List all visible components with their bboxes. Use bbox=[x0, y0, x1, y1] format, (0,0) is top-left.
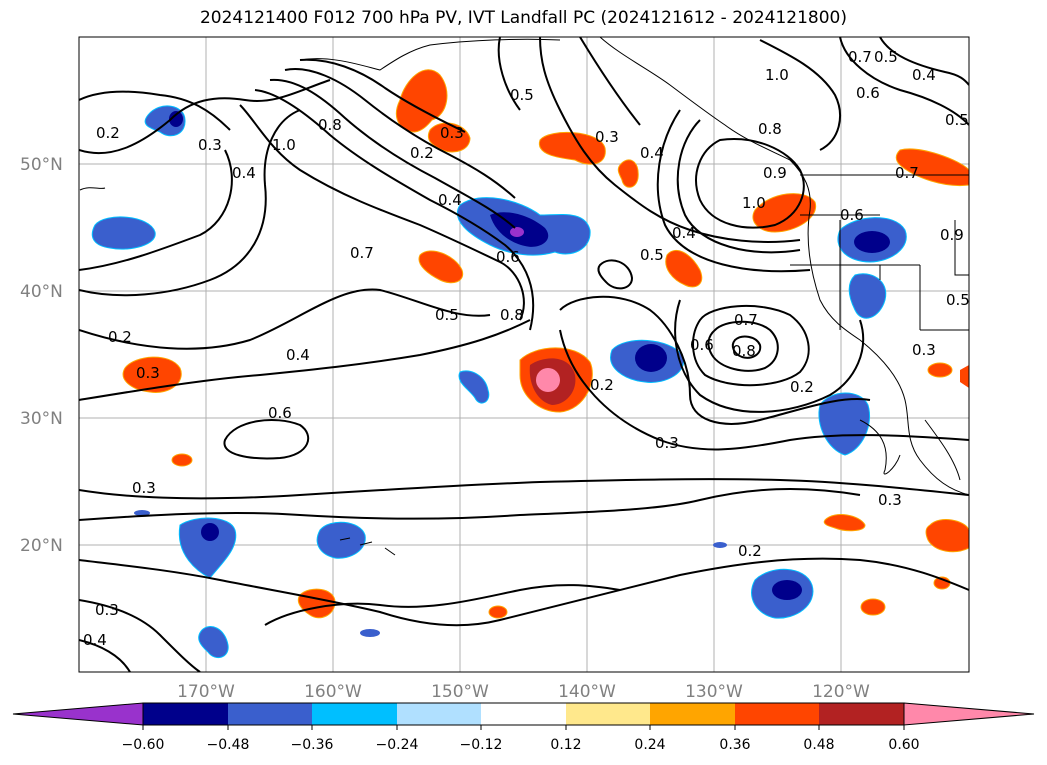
contour-label: 0.2 bbox=[108, 328, 132, 346]
contour-label: 0.8 bbox=[318, 116, 342, 134]
colorbar-swatch bbox=[566, 703, 650, 725]
contour-label: 0.2 bbox=[790, 378, 814, 396]
contour-label: 0.6 bbox=[690, 336, 714, 354]
plot-frame bbox=[78, 36, 970, 673]
contour-label: 1.0 bbox=[765, 66, 789, 84]
contour-label: 0.9 bbox=[763, 164, 787, 182]
contour-label: 0.5 bbox=[874, 48, 898, 66]
lon-label: 120°W bbox=[812, 682, 870, 702]
contour-label: 0.3 bbox=[440, 124, 464, 142]
colorbar-tick-label: −0.36 bbox=[291, 737, 334, 753]
contour-label: 0.8 bbox=[500, 306, 524, 324]
colorbar-swatch bbox=[143, 703, 228, 725]
map-title: 2024121400 F012 700 hPa PV, IVT Landfall… bbox=[199, 8, 847, 28]
contour-label: 0.3 bbox=[912, 341, 936, 359]
contour-label: 0.3 bbox=[655, 434, 679, 452]
lat-label: 30°N bbox=[20, 409, 63, 429]
colorbar-swatch bbox=[397, 703, 481, 725]
colorbar-tick-label: −0.24 bbox=[376, 737, 419, 753]
longitude-labels: 170°W 160°W 150°W 140°W 130°W 120°W bbox=[177, 682, 870, 702]
map-area: 0.2 0.3 0.4 1.0 0.8 0.2 0.3 0.4 0.5 0.7 … bbox=[79, 37, 970, 672]
lon-label: 170°W bbox=[177, 682, 235, 702]
colorbar-tick-label: 0.36 bbox=[719, 737, 750, 753]
contour-label: 0.5 bbox=[435, 306, 459, 324]
contour-label: 0.4 bbox=[640, 144, 664, 162]
contour-label: 0.6 bbox=[268, 404, 292, 422]
contour-label: 1.0 bbox=[272, 136, 296, 154]
contour-label: 0.5 bbox=[640, 246, 664, 264]
lat-label: 40°N bbox=[20, 282, 63, 302]
contour-label: 0.5 bbox=[510, 86, 534, 104]
colorbar-swatch bbox=[650, 703, 735, 725]
lat-label: 20°N bbox=[20, 536, 63, 556]
contour-label: 0.5 bbox=[946, 291, 970, 309]
contour-label: 0.7 bbox=[895, 164, 919, 182]
lat-label: 50°N bbox=[20, 155, 63, 175]
pc-negative-shading bbox=[91, 105, 907, 659]
coastlines bbox=[79, 37, 969, 556]
pv-contours bbox=[79, 37, 969, 672]
contour-label: 0.7 bbox=[350, 244, 374, 262]
colorbar-outline bbox=[142, 702, 905, 726]
colorbar-tick-label: −0.60 bbox=[122, 737, 165, 753]
contour-label: 0.5 bbox=[945, 111, 969, 129]
colorbar: −0.60 −0.48 −0.36 −0.24 −0.12 0.12 0.24 … bbox=[12, 702, 1035, 753]
colorbar-tick-label: −0.48 bbox=[207, 737, 250, 753]
colorbar-swatch bbox=[481, 703, 566, 725]
graticule bbox=[79, 37, 969, 672]
lon-label: 140°W bbox=[558, 682, 616, 702]
latitude-labels: 50°N 40°N 30°N 20°N bbox=[20, 155, 63, 556]
contour-label: 0.6 bbox=[856, 84, 880, 102]
contour-label: 1.0 bbox=[742, 194, 766, 212]
contour-labels: 0.2 0.3 0.4 1.0 0.8 0.2 0.3 0.4 0.5 0.7 … bbox=[83, 48, 970, 649]
contour-label: 0.4 bbox=[912, 66, 936, 84]
contour-label: 0.6 bbox=[496, 248, 520, 266]
colorbar-swatch bbox=[735, 703, 819, 725]
contour-label: 0.3 bbox=[132, 479, 156, 497]
contour-label: 0.2 bbox=[738, 542, 762, 560]
colorbar-swatch bbox=[228, 703, 312, 725]
contour-label: 0.8 bbox=[758, 120, 782, 138]
contour-label: 0.3 bbox=[595, 128, 619, 146]
colorbar-swatch bbox=[819, 703, 904, 725]
contour-label: 0.2 bbox=[96, 124, 120, 142]
contour-label: 0.3 bbox=[878, 491, 902, 509]
contour-label: 0.2 bbox=[590, 376, 614, 394]
colorbar-swatch bbox=[312, 703, 397, 725]
contour-label: 0.4 bbox=[672, 224, 696, 242]
contour-label: 0.6 bbox=[840, 206, 864, 224]
colorbar-tick-label: 0.24 bbox=[634, 737, 665, 753]
colorbar-extend-min bbox=[12, 702, 144, 726]
pc-positive-shading bbox=[122, 69, 969, 619]
contour-label: 0.4 bbox=[438, 191, 462, 209]
contour-label: 0.3 bbox=[136, 364, 160, 382]
contour-label: 0.8 bbox=[732, 342, 756, 360]
lon-label: 130°W bbox=[685, 682, 743, 702]
colorbar-tick-label: 0.12 bbox=[550, 737, 581, 753]
contour-label: 0.3 bbox=[198, 136, 222, 154]
lon-label: 160°W bbox=[304, 682, 362, 702]
contour-label: 0.4 bbox=[232, 164, 256, 182]
contour-label: 0.7 bbox=[734, 311, 758, 329]
colorbar-tick-label: 0.60 bbox=[888, 737, 919, 753]
colorbar-tick-label: −0.12 bbox=[460, 737, 503, 753]
contour-label: 0.4 bbox=[83, 631, 107, 649]
contour-label: 0.2 bbox=[410, 144, 434, 162]
contour-label: 0.4 bbox=[286, 346, 310, 364]
contour-label: 0.9 bbox=[940, 226, 964, 244]
contour-label: 0.7 bbox=[848, 48, 872, 66]
contour-label: 0.3 bbox=[95, 601, 119, 619]
colorbar-tick-label: 0.48 bbox=[803, 737, 834, 753]
lon-label: 150°W bbox=[431, 682, 489, 702]
colorbar-extend-max bbox=[903, 702, 1035, 726]
